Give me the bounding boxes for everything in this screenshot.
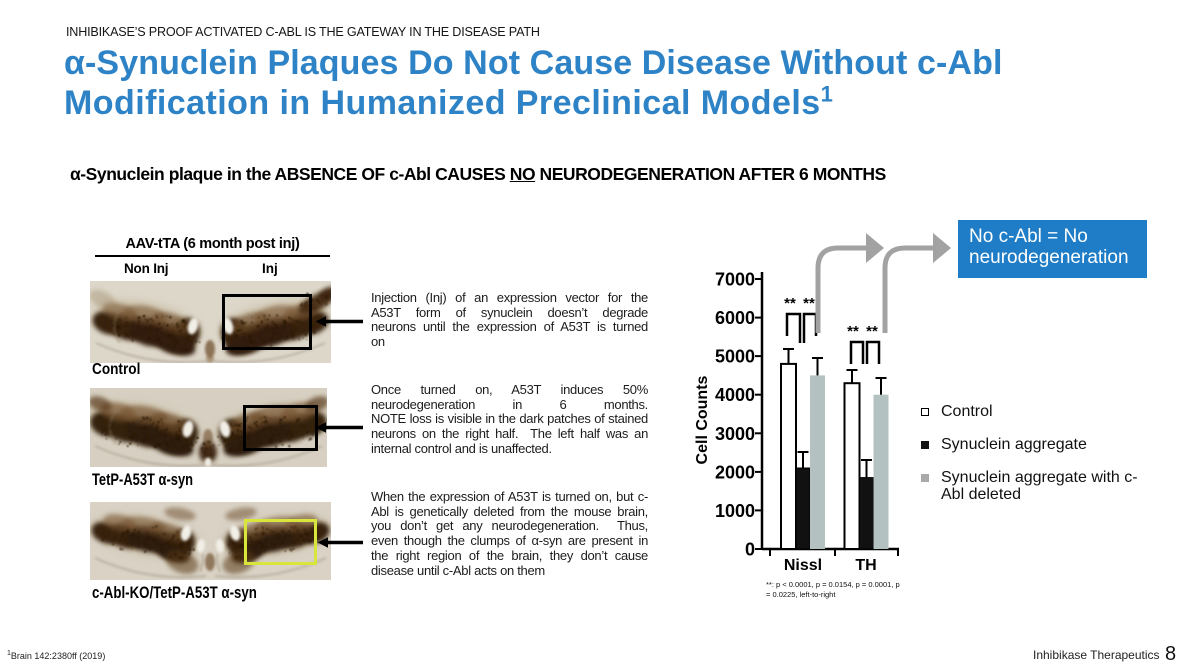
svg-text:5000: 5000: [715, 347, 755, 367]
svg-text:**: **: [866, 323, 878, 340]
svg-text:3000: 3000: [715, 424, 755, 444]
svg-text:**: p < 0.0001, p = 0.0154, p: **: p < 0.0001, p = 0.0154, p = 0.0001, …: [766, 580, 900, 589]
svg-text:**: **: [784, 295, 796, 312]
svg-text:0: 0: [745, 540, 755, 560]
svg-text:**: **: [847, 323, 859, 340]
svg-text:7000: 7000: [715, 270, 755, 290]
svg-text:TH: TH: [855, 557, 876, 574]
svg-text:2000: 2000: [715, 462, 755, 482]
svg-text:Nissl: Nissl: [784, 557, 822, 574]
svg-text:4000: 4000: [715, 385, 755, 405]
svg-text:Cell Counts: Cell Counts: [694, 375, 711, 464]
svg-text:1000: 1000: [715, 501, 755, 521]
svg-text:**: **: [803, 295, 815, 312]
svg-text:= 0.0225, left-to-right: = 0.0225, left-to-right: [766, 590, 836, 599]
svg-text:6000: 6000: [715, 308, 755, 328]
